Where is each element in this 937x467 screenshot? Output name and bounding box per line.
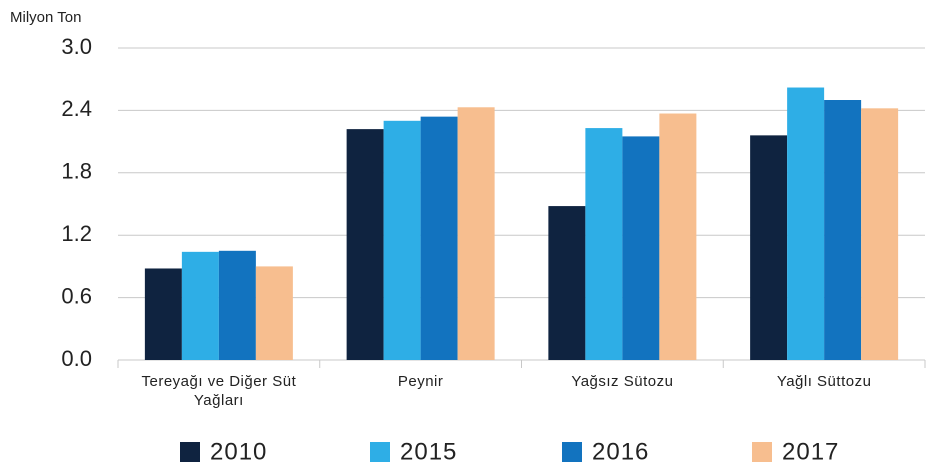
legend-label: 2017 xyxy=(782,438,839,465)
bar xyxy=(383,120,421,360)
y-axis-label: Milyon Ton xyxy=(10,9,81,26)
y-tick-label: 0.0 xyxy=(61,346,92,371)
bar xyxy=(346,129,384,360)
legend-label: 2016 xyxy=(592,438,649,465)
legend-label: 2015 xyxy=(400,438,457,465)
legend-label: 2010 xyxy=(210,438,267,465)
x-tick-label: Peynir xyxy=(397,373,444,390)
bar xyxy=(861,108,899,360)
legend-swatch xyxy=(562,442,582,462)
bar xyxy=(218,250,256,360)
legend-swatch xyxy=(180,442,200,462)
bar xyxy=(255,266,293,360)
y-tick-label: 1.8 xyxy=(61,159,92,184)
bar xyxy=(181,251,219,360)
bar xyxy=(457,107,495,360)
bar xyxy=(622,136,660,360)
bar xyxy=(659,113,697,361)
x-tick-label-box: Yağlı Süttozu xyxy=(776,373,872,390)
bar xyxy=(787,87,825,361)
bar xyxy=(585,128,623,360)
bar xyxy=(824,100,862,360)
bar xyxy=(420,116,458,360)
bar xyxy=(144,268,182,360)
bar xyxy=(750,135,788,360)
x-tick-label: Yağsız Sütozu xyxy=(571,373,674,390)
x-tick-label-box: Yağsız Sütozu xyxy=(571,373,674,390)
bar xyxy=(548,206,586,360)
legend-swatch xyxy=(370,442,390,462)
y-tick-label: 0.6 xyxy=(61,283,92,308)
x-tick-label-box: Peynir xyxy=(397,373,444,390)
y-tick-label: 3.0 xyxy=(61,34,92,59)
x-tick-label: Tereyağı ve Diğer Süt Yağları xyxy=(141,373,297,409)
y-tick-label: 1.2 xyxy=(61,221,92,246)
x-tick-label-box: Tereyağı ve Diğer Süt Yağları xyxy=(141,373,297,409)
x-tick-label: Yağlı Süttozu xyxy=(776,373,872,390)
y-tick-label: 2.4 xyxy=(61,96,92,121)
legend-swatch xyxy=(752,442,772,462)
